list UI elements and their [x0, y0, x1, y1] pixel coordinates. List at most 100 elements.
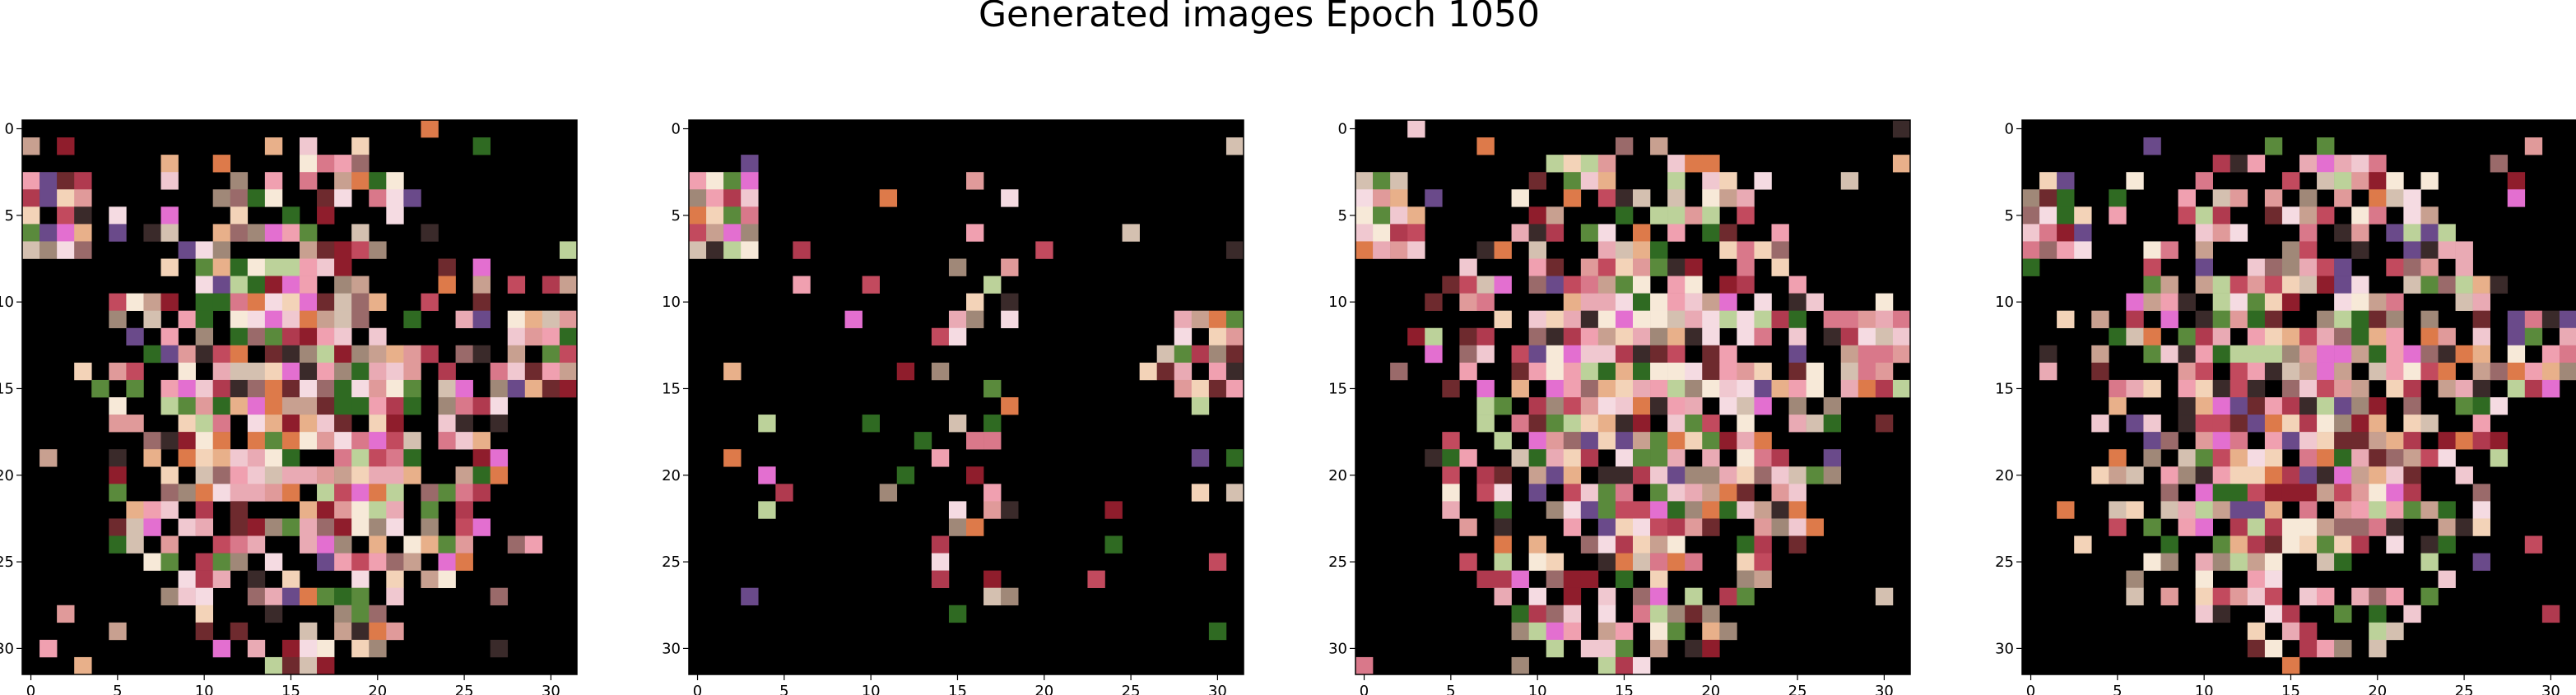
pixel-cell [1597, 155, 1616, 173]
pixel-cell [1754, 432, 1772, 450]
pixel-cell [1425, 345, 1443, 364]
pixel-cell [300, 397, 318, 415]
x-tick-label: 15 [948, 683, 967, 695]
x-tick-label: 15 [281, 683, 300, 695]
pixel-cell [1788, 327, 1806, 346]
x-tick-label: 30 [1875, 683, 1894, 695]
pixel-cell [2420, 553, 2439, 571]
pixel-cell [1650, 310, 1668, 329]
pixel-cell [2230, 432, 2248, 450]
pixel-cell [1191, 397, 1210, 415]
pixel-cell [1528, 449, 1546, 467]
pixel-cell [247, 639, 266, 658]
pixel-cell [1702, 224, 1720, 242]
pixel-cell [2264, 345, 2283, 364]
pixel-cell [2369, 432, 2387, 450]
pixel-cell [2524, 310, 2543, 329]
pixel-cell [1685, 327, 1703, 346]
pixel-cell [1737, 379, 1755, 398]
pixel-cell [369, 484, 387, 502]
pixel-cell [1650, 258, 1668, 276]
pixel-cell [472, 432, 491, 450]
pixel-cell [1563, 362, 1582, 381]
pixel-cell [369, 379, 387, 398]
pixel-cell [2403, 605, 2421, 623]
pixel-cell [1892, 310, 1911, 329]
pixel-cell [109, 518, 127, 536]
pixel-cell [1373, 189, 1391, 207]
pixel-cell [2403, 466, 2421, 484]
pixel-cell [300, 137, 318, 155]
pixel-cell [1685, 293, 1703, 311]
pixel-cell [300, 345, 318, 364]
pixel-cell [1580, 224, 1599, 242]
pixel-cell [1390, 224, 1408, 242]
pixel-cell [931, 449, 950, 467]
pixel-cell [2195, 362, 2213, 381]
pixel-cell [2351, 293, 2369, 311]
pixel-cell [403, 362, 421, 381]
pixel-cell [1737, 362, 1755, 381]
pixel-cell [455, 518, 473, 536]
pixel-cell [2299, 622, 2318, 641]
pixel-cell [1476, 570, 1495, 588]
pixel-cell [2490, 276, 2509, 294]
pixel-cell [689, 206, 707, 225]
pixel-cell [2160, 553, 2178, 571]
pixel-cell [22, 189, 40, 207]
pixel-cell [914, 432, 932, 450]
pixel-cell [334, 172, 352, 190]
pixel-cell [1633, 293, 1651, 311]
pixel-cell [1823, 327, 1842, 346]
pixel-cell [1494, 276, 1512, 294]
pixel-cell [1407, 120, 1425, 138]
pixel-cell [2178, 362, 2196, 381]
pixel-cell [723, 206, 742, 225]
pixel-cell [1563, 466, 1582, 484]
pixel-cell [2317, 276, 2335, 294]
pixel-cell [2351, 241, 2369, 259]
pixel-cell [706, 206, 724, 225]
pixel-cell [1597, 605, 1616, 623]
pixel-cell [455, 484, 473, 502]
pixel-cell [775, 484, 793, 502]
pixel-cell [2524, 379, 2543, 398]
pixel-cell [195, 293, 213, 311]
pixel-cell [334, 605, 352, 623]
pixel-cell [1702, 327, 1720, 346]
pixel-cell [281, 432, 300, 450]
pixel-cell [1373, 172, 1391, 190]
pixel-cell [1546, 206, 1565, 225]
pixel-cell [1702, 622, 1720, 641]
pixel-cell [2386, 432, 2404, 450]
pixel-cell [126, 415, 144, 433]
pixel-cell [160, 224, 179, 242]
pixel-cell [230, 345, 249, 364]
pixel-cell [2438, 362, 2456, 381]
pixel-cell [212, 535, 231, 554]
pixel-cell [1650, 137, 1668, 155]
pixel-cell [2369, 293, 2387, 311]
pixel-cell [281, 466, 300, 484]
pixel-cell [334, 518, 352, 536]
pixel-cell [230, 449, 249, 467]
image-panel-3: 0 5 10 15 20 25 30 0 5 10 15 20 25 30 [1328, 119, 1911, 695]
pixel-cell [1191, 345, 1210, 364]
pixel-cell [1001, 501, 1019, 519]
pixel-cell [1823, 310, 1842, 329]
pixel-cell [264, 258, 283, 276]
pixel-cell [2317, 327, 2335, 346]
pixel-cell [421, 570, 439, 588]
axes-frame [2021, 119, 2576, 675]
pixel-cell [1702, 501, 1720, 519]
pixel-cell [1650, 466, 1668, 484]
pixel-cell [2247, 362, 2266, 381]
pixel-cell [2386, 327, 2404, 346]
pixel-cell [369, 432, 387, 450]
pixel-cell [2264, 258, 2283, 276]
pixel-cell [1702, 379, 1720, 398]
pixel-cell [143, 518, 161, 536]
y-tick-label: 5 [5, 207, 14, 225]
pixel-cell [1702, 362, 1720, 381]
pixel-cell [2247, 155, 2266, 173]
